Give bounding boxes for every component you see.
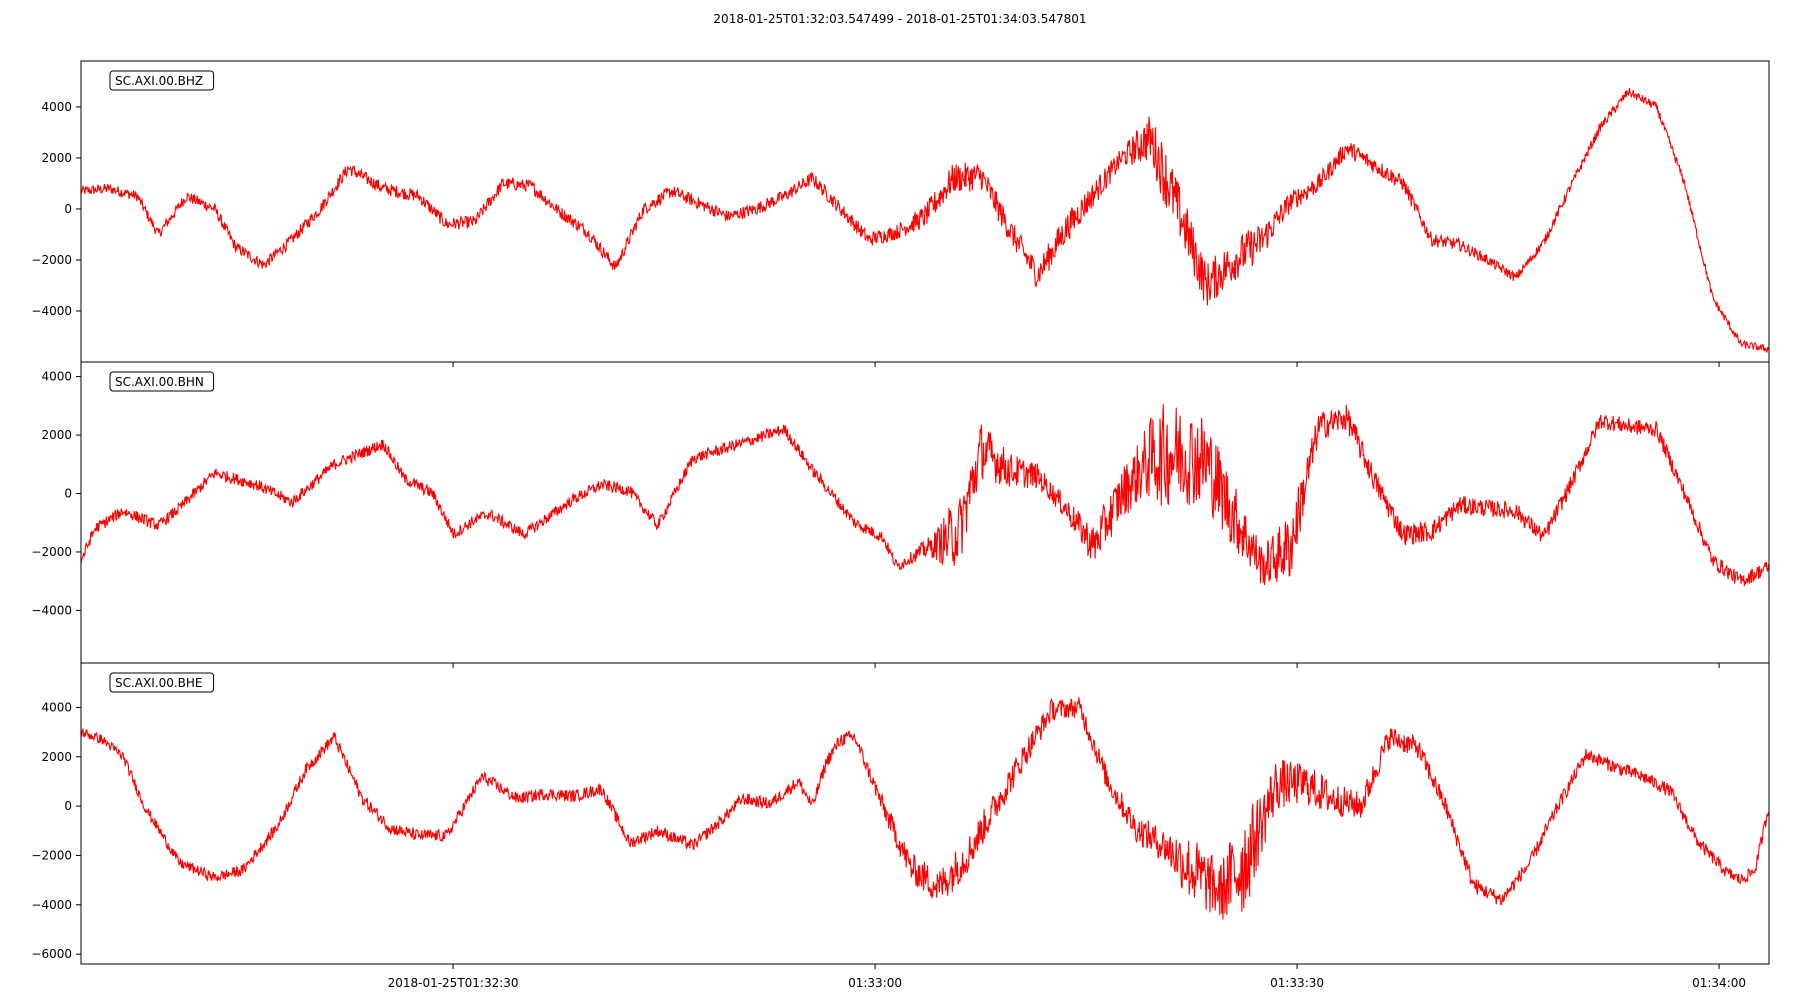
chart-title: 2018-01-25T01:32:03.547499 - 2018-01-25T… [713, 12, 1087, 26]
trace-label-box [109, 70, 215, 91]
x-tick-label: 2018-01-25T01:32:30 [388, 976, 519, 990]
x-tick-label: 01:33:30 [1270, 976, 1324, 990]
trace-label: SC.AXI.00.BHE [115, 676, 203, 690]
trace-label-box [109, 672, 215, 693]
trace-panel: −6000 −4000 −2000 0 2000 4000 SC.AXI.00.BHE [31, 662, 1770, 969]
y-tick-label: 2000 [41, 151, 72, 165]
y-tick-label: 4000 [41, 700, 72, 714]
y-tick-label: −6000 [31, 947, 72, 961]
x-tick-label: 01:33:00 [848, 976, 902, 990]
y-tick-label: −2000 [31, 848, 72, 862]
trace-panel: −4000 −2000 0 2000 4000 SC.AXI.00.BHN [31, 361, 1770, 668]
y-tick-label: 2000 [41, 428, 72, 442]
y-tick-label: 0 [64, 487, 72, 501]
waveform-line [81, 697, 1769, 920]
y-tick-label: 0 [64, 799, 72, 813]
y-tick-label: −2000 [31, 253, 72, 267]
y-tick-label: −4000 [31, 603, 72, 617]
waveform-line [81, 87, 1769, 353]
y-tick-label: 4000 [41, 100, 72, 114]
y-tick-label: −4000 [31, 898, 72, 912]
y-tick-label: 2000 [41, 750, 72, 764]
x-tick-label: 01:34:00 [1692, 976, 1746, 990]
y-tick-label: 4000 [41, 370, 72, 384]
y-tick-label: −2000 [31, 545, 72, 559]
y-tick-label: −4000 [31, 304, 72, 318]
trace-label: SC.AXI.00.BHZ [115, 74, 203, 88]
trace-panel: −4000 −2000 0 2000 4000 SC.AXI.00.BHZ [31, 60, 1770, 367]
y-tick-label: 0 [64, 202, 72, 216]
trace-label: SC.AXI.00.BHN [115, 375, 204, 389]
panel-frame [80, 662, 1770, 965]
waveform-line [81, 404, 1769, 587]
trace-label-box [109, 371, 215, 392]
